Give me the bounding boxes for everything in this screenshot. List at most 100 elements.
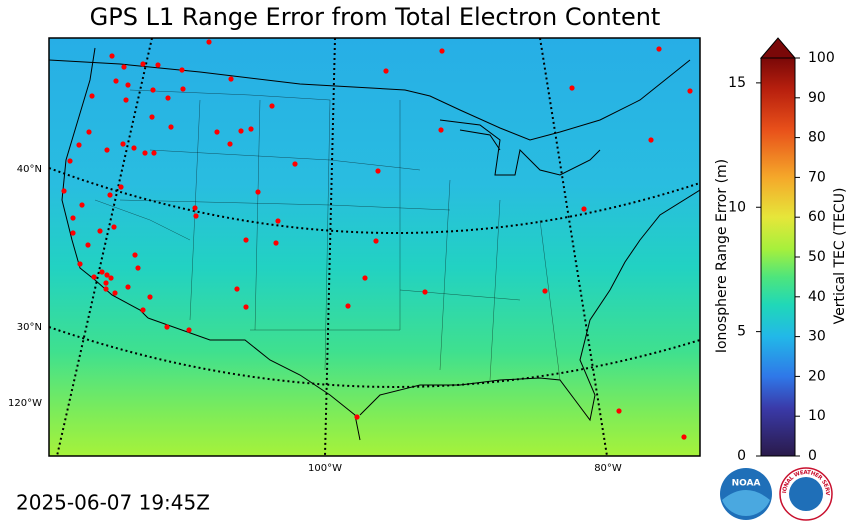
station bbox=[79, 202, 85, 208]
tec-tick-label: 70 bbox=[808, 169, 826, 185]
station bbox=[103, 280, 109, 286]
station bbox=[123, 97, 129, 103]
station bbox=[375, 168, 381, 174]
station bbox=[132, 252, 138, 258]
station bbox=[61, 188, 67, 194]
station bbox=[120, 141, 126, 147]
station bbox=[687, 88, 693, 94]
colorbar-left-label: Ionosphere Range Error (m) bbox=[714, 159, 730, 353]
station bbox=[228, 76, 234, 82]
station bbox=[206, 39, 212, 45]
parallel-30n bbox=[49, 326, 700, 388]
station bbox=[569, 85, 575, 91]
timestamp: 2025-06-07 19:45Z bbox=[16, 491, 210, 515]
border-canada bbox=[49, 59, 691, 141]
station bbox=[168, 124, 174, 130]
station bbox=[131, 145, 137, 151]
title: GPS L1 Range Error from Total Electron C… bbox=[90, 3, 661, 31]
station bbox=[67, 158, 73, 164]
station bbox=[135, 265, 141, 271]
map bbox=[49, 38, 700, 456]
station bbox=[192, 205, 198, 211]
station bbox=[581, 206, 587, 212]
lon-label: 100°W bbox=[308, 463, 342, 474]
tec-tick-label: 30 bbox=[808, 329, 826, 345]
station bbox=[362, 275, 368, 281]
station bbox=[164, 324, 170, 330]
station bbox=[112, 290, 118, 296]
station bbox=[438, 127, 444, 133]
station bbox=[103, 286, 109, 292]
tec-tick-label: 100 bbox=[808, 50, 835, 66]
tec-tick-label: 80 bbox=[808, 130, 826, 146]
station bbox=[150, 87, 156, 93]
station bbox=[121, 64, 127, 70]
station bbox=[86, 129, 92, 135]
stations bbox=[61, 39, 693, 440]
map-background bbox=[49, 38, 700, 456]
station bbox=[147, 294, 153, 300]
station bbox=[243, 237, 249, 243]
station bbox=[89, 93, 95, 99]
station bbox=[97, 228, 103, 234]
lat-label: 30°N bbox=[17, 322, 42, 333]
station bbox=[248, 126, 254, 132]
station bbox=[542, 288, 548, 294]
great-lakes bbox=[439, 119, 601, 176]
station bbox=[238, 128, 244, 134]
tec-tick-label: 90 bbox=[808, 90, 826, 106]
station bbox=[422, 289, 428, 295]
colorbar-extend bbox=[759, 37, 797, 59]
coastline-west bbox=[61, 47, 149, 319]
station bbox=[179, 67, 185, 73]
station bbox=[255, 189, 261, 195]
range-error-tick-label: 5 bbox=[737, 324, 746, 340]
station bbox=[140, 61, 146, 67]
station bbox=[77, 261, 83, 267]
station bbox=[234, 286, 240, 292]
station bbox=[273, 240, 279, 246]
station bbox=[214, 129, 220, 135]
station bbox=[227, 141, 233, 147]
station bbox=[345, 303, 351, 309]
station bbox=[104, 147, 110, 153]
tec-tick-label: 60 bbox=[808, 209, 826, 225]
station bbox=[107, 192, 113, 198]
nws-inner bbox=[789, 477, 823, 511]
station bbox=[118, 184, 124, 190]
state-lines bbox=[94, 89, 561, 381]
lon-label: 120°W bbox=[8, 398, 42, 409]
tec-tick-label: 40 bbox=[808, 289, 826, 305]
tec-tick-label: 50 bbox=[808, 249, 826, 265]
station bbox=[91, 274, 97, 280]
station bbox=[76, 142, 82, 148]
colorbar-right-label: Vertical TEC (TECU) bbox=[832, 188, 848, 325]
range-error-tick-label: 15 bbox=[728, 75, 746, 91]
station bbox=[648, 137, 654, 143]
station bbox=[142, 150, 148, 156]
station bbox=[269, 103, 275, 109]
station bbox=[70, 230, 76, 236]
station bbox=[151, 150, 157, 156]
station bbox=[70, 215, 76, 221]
station bbox=[186, 327, 192, 333]
station bbox=[165, 95, 171, 101]
station bbox=[155, 62, 161, 68]
station bbox=[616, 408, 622, 414]
noaa-wave bbox=[722, 490, 770, 516]
station bbox=[275, 218, 281, 224]
station bbox=[113, 78, 119, 84]
station bbox=[180, 86, 186, 92]
station bbox=[140, 307, 146, 313]
station bbox=[108, 275, 114, 281]
map-frame bbox=[48, 37, 701, 457]
station bbox=[292, 161, 298, 167]
station bbox=[149, 114, 155, 120]
noaa-logo: NOAA bbox=[720, 468, 772, 520]
border-mexico bbox=[147, 317, 361, 441]
noaa-text: NOAA bbox=[732, 479, 761, 489]
station bbox=[383, 68, 389, 74]
station bbox=[85, 242, 91, 248]
station bbox=[104, 272, 110, 278]
